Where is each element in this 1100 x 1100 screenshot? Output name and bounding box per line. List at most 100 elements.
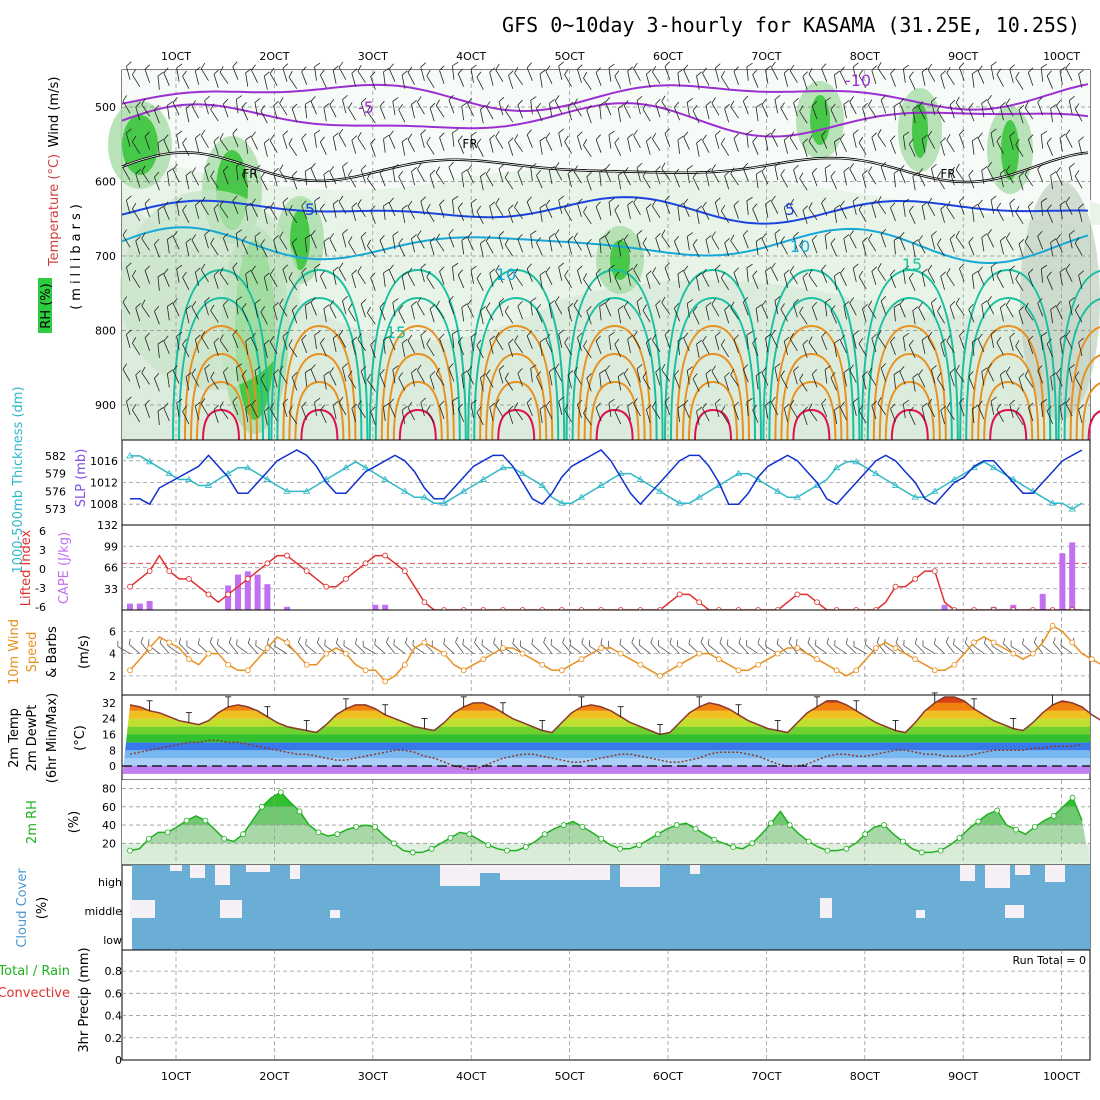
surface-barb [677,640,690,654]
wind-barb [411,368,417,387]
wind-barb [125,61,132,80]
wind-barb [880,295,887,315]
wind-barb [683,64,690,83]
wind-barb [351,403,358,423]
thickness-line-point [342,463,350,471]
wind-barb [329,367,337,386]
surface-barb [922,640,936,654]
wind-barb [172,365,180,384]
thickness-line-point [499,463,507,471]
wind-barb [392,164,399,183]
y-tick-label: 573 [45,503,66,516]
contour-label: -5 [358,98,374,117]
wind-barb [583,206,592,225]
wind-barb [232,329,239,349]
wind-barb [959,196,965,215]
wind-barb [955,163,965,182]
wind-barb [357,333,366,352]
wind-barb [692,172,700,191]
wind-barb [1046,137,1053,156]
wind-barb [558,329,565,348]
wind-barb [858,203,867,223]
wind-barb [508,405,514,425]
thickness-line-point [989,463,998,471]
wind-barb [485,101,494,120]
surface-barb [746,639,759,654]
wind-barb [937,104,945,123]
y-tick-label: 99 [104,540,118,553]
wind-barb [940,70,946,89]
wind-barb [696,138,703,157]
wind-barb [1056,368,1063,387]
wind-barb [411,166,417,186]
wind-barb [774,162,781,181]
wind-barb [1027,335,1034,355]
wind-barb [539,136,546,155]
y-tick-label: 0.4 [105,1010,123,1023]
wind-barb [573,165,582,184]
y-tick-label: 33 [104,583,118,596]
wind-barb [871,132,877,151]
wind-barb [182,271,190,290]
temp-arch [398,408,437,441]
wind-barb [401,405,408,424]
temp-arch [1081,382,1100,441]
wind-barb [357,131,366,150]
wind-barb [452,330,459,348]
wind-barb [310,364,317,383]
wind-barb [1068,230,1075,249]
wind-barb [426,203,435,223]
wind-barb [157,407,164,425]
wind-barb [912,373,919,392]
wind-barb [921,134,928,153]
wind-barb [586,171,592,191]
surface-barb [884,639,896,654]
temp-arch [971,324,1046,441]
wind-barb [176,197,183,216]
wind-barb [567,236,574,255]
wind-barb [746,398,753,416]
li-line-point [696,599,703,606]
wind-barb [489,268,496,287]
wind-barb [370,138,376,157]
wind-barb [999,101,1006,121]
wind-barb [245,336,252,355]
temp-ylabel-units: (°C) [73,725,88,751]
wind-barb [908,205,916,224]
wind-barb [320,404,327,424]
wind-barb [367,105,376,124]
wind-barb [251,131,258,150]
wind-barb [342,229,348,248]
wind-barb [323,237,330,256]
wind-barb [489,134,496,153]
wind-barb [320,69,327,88]
wind-speed-line-point [696,650,703,657]
wind-barb [323,103,330,122]
wind-barb [260,239,268,258]
surface-barb [853,640,867,654]
wind-barb [981,233,988,252]
cloud-gap-mid [330,910,340,918]
wind-barb [338,61,347,80]
wind-barb [862,237,868,256]
wind-barb [172,164,180,183]
wind-barb [288,71,298,89]
wind-barb [567,370,574,389]
wind-barb [132,404,141,423]
wind-barb [705,167,712,187]
surface-barb [462,638,474,654]
date-tick-bottom: 2OCT [259,1070,289,1083]
wind-barb [314,196,321,215]
wind-barb [157,340,164,358]
wind-barb [583,273,592,292]
wind-barb [802,71,808,90]
wind-barb [530,230,537,249]
contour-label: 10 [496,265,516,284]
wind-barb [301,133,308,152]
wind-barb [567,168,574,188]
wind-barb [702,335,710,355]
wind-barb [1037,96,1044,116]
wind-barb [793,232,799,251]
wind-barb [176,130,183,149]
wind-barb [799,239,808,258]
